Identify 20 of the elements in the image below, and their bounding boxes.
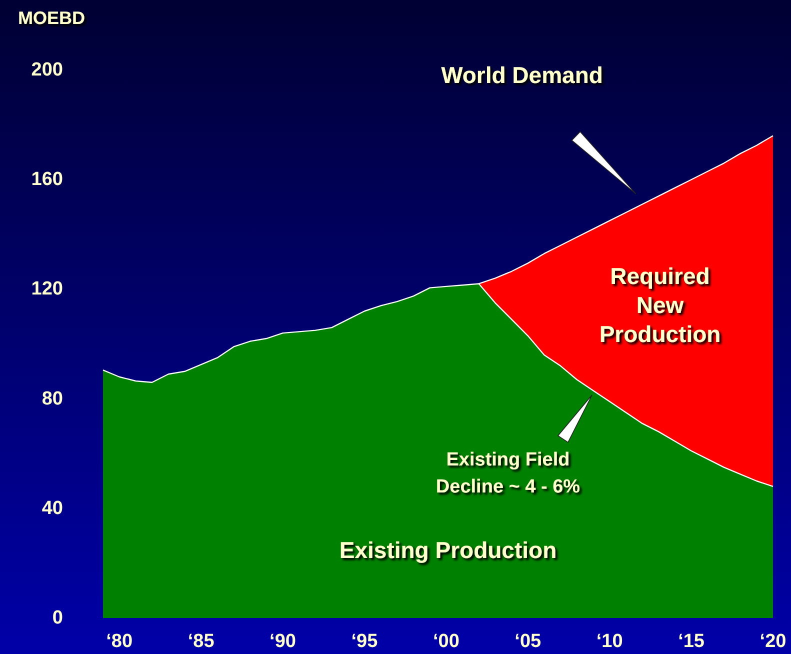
x-tick-label: ‘10 [596,631,623,652]
x-tick-label: ‘15 [678,631,705,652]
series-label: Required New Production [599,263,721,347]
x-tick-label: ‘95 [351,631,378,652]
x-tick-label: ‘85 [188,631,215,652]
x-tick-label: ‘00 [432,631,460,652]
y-tick-label: 40 [42,498,63,519]
y-tick-label: 0 [52,608,63,628]
y-tick-label: 120 [31,278,63,300]
annotation: World Demand [441,62,603,88]
x-tick-label: ‘05 [514,631,542,652]
y-tick-label: 200 [31,60,63,80]
y-axis-title: MOEBD [18,8,85,28]
y-tick-label: 80 [42,388,63,410]
y-tick-label: 160 [31,169,63,190]
x-tick-label: ‘80 [106,631,133,652]
series-label: Existing Production [339,537,557,563]
x-tick-label: ‘90 [270,631,296,652]
annotation: Existing Field Decline ~ 4 - 6% [436,450,580,498]
x-tick-label: ‘20 [760,631,786,652]
